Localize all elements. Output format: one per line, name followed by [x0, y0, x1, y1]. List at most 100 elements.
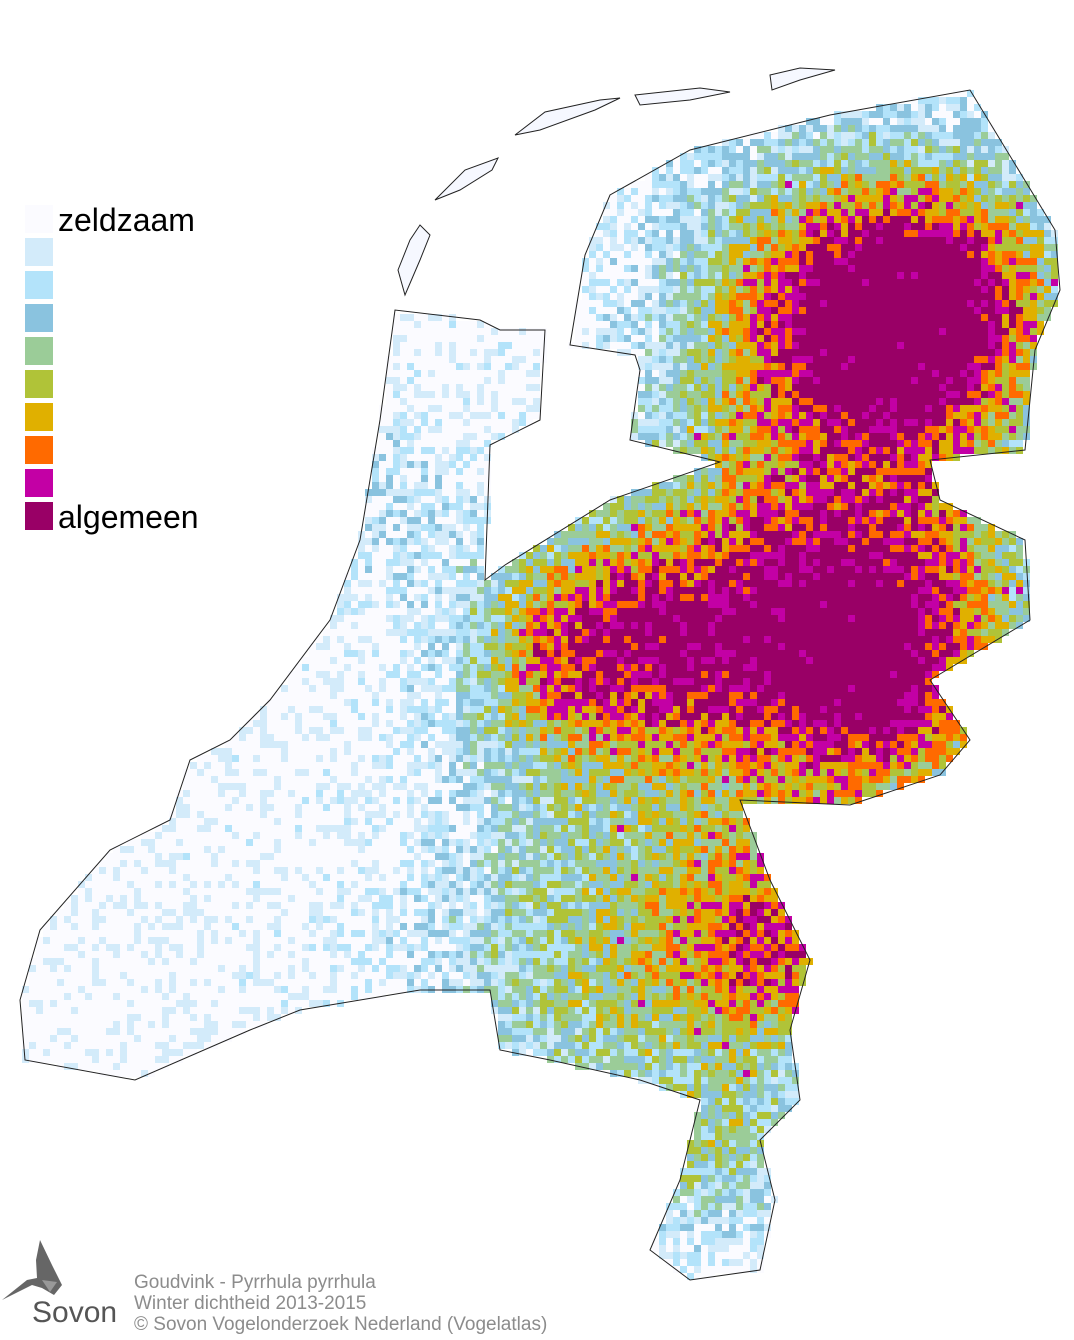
density-cell — [974, 251, 981, 258]
density-cell — [715, 293, 722, 300]
density-cell — [680, 244, 687, 251]
density-cell — [729, 377, 736, 384]
density-cell — [701, 412, 708, 419]
density-cell — [428, 552, 435, 559]
density-cell — [764, 342, 771, 349]
density-cell — [820, 559, 827, 566]
density-cell — [932, 272, 939, 279]
density-cell — [995, 230, 1002, 237]
density-cell — [806, 573, 813, 580]
density-cell — [904, 594, 911, 601]
density-cell — [848, 461, 855, 468]
density-cell — [1002, 314, 1009, 321]
density-cell — [820, 167, 827, 174]
density-cell — [841, 307, 848, 314]
density-cell — [953, 286, 960, 293]
density-cell — [491, 356, 498, 363]
density-cell — [981, 181, 988, 188]
density-cell — [792, 188, 799, 195]
density-cell — [400, 496, 407, 503]
density-cell — [666, 258, 673, 265]
density-cell — [666, 363, 673, 370]
density-cell — [652, 342, 659, 349]
density-cell — [533, 335, 540, 342]
density-cell — [764, 370, 771, 377]
density-cell — [834, 300, 841, 307]
density-cell — [393, 510, 400, 517]
density-cell — [603, 244, 610, 251]
density-cell — [715, 279, 722, 286]
density-cell — [722, 188, 729, 195]
density-cell — [715, 314, 722, 321]
density-cell — [897, 314, 904, 321]
density-cell — [645, 314, 652, 321]
density-cell — [673, 531, 680, 538]
density-cell — [701, 587, 708, 594]
density-cell — [400, 538, 407, 545]
density-cell — [1016, 538, 1023, 545]
density-cell — [617, 188, 624, 195]
density-cell — [442, 545, 449, 552]
density-cell — [974, 153, 981, 160]
density-cell — [820, 454, 827, 461]
density-cell — [967, 398, 974, 405]
density-cell — [981, 433, 988, 440]
density-cell — [414, 398, 421, 405]
density-cell — [652, 216, 659, 223]
density-cell — [456, 412, 463, 419]
density-cell — [897, 167, 904, 174]
density-cell — [582, 587, 589, 594]
density-cell — [1030, 230, 1037, 237]
density-cell — [932, 580, 939, 587]
density-cell — [421, 412, 428, 419]
density-cell — [848, 363, 855, 370]
density-cell — [918, 314, 925, 321]
density-cell — [666, 349, 673, 356]
density-cell — [491, 349, 498, 356]
density-cell — [827, 300, 834, 307]
density-cell — [554, 573, 561, 580]
density-cell — [841, 475, 848, 482]
density-cell — [799, 587, 806, 594]
density-cell — [736, 405, 743, 412]
density-cell — [610, 286, 617, 293]
density-cell — [967, 363, 974, 370]
density-cell — [799, 559, 806, 566]
density-cell — [666, 300, 673, 307]
density-cell — [883, 335, 890, 342]
density-cell — [918, 153, 925, 160]
density-cell — [477, 342, 484, 349]
density-cell — [463, 419, 470, 426]
density-cell — [897, 265, 904, 272]
density-cell — [631, 349, 638, 356]
density-cell — [883, 454, 890, 461]
density-cell — [883, 286, 890, 293]
density-cell — [505, 419, 512, 426]
density-cell — [757, 517, 764, 524]
density-cell — [687, 223, 694, 230]
density-cell — [890, 125, 897, 132]
density-cell — [883, 559, 890, 566]
density-cell — [813, 349, 820, 356]
density-cell — [1002, 167, 1009, 174]
density-cell — [701, 377, 708, 384]
density-cell — [757, 412, 764, 419]
density-cell — [918, 328, 925, 335]
density-cell — [449, 608, 456, 615]
density-cell — [799, 167, 806, 174]
density-cell — [652, 412, 659, 419]
density-cell — [960, 601, 967, 608]
density-cell — [442, 433, 449, 440]
density-cell — [897, 391, 904, 398]
density-cell — [813, 559, 820, 566]
density-cell — [449, 356, 456, 363]
density-cell — [897, 377, 904, 384]
density-cell — [848, 272, 855, 279]
density-cell — [1016, 566, 1023, 573]
density-cell — [694, 517, 701, 524]
density-cell — [386, 510, 393, 517]
density-cell — [708, 363, 715, 370]
density-cell — [876, 391, 883, 398]
density-cell — [750, 412, 757, 419]
density-cell — [771, 433, 778, 440]
